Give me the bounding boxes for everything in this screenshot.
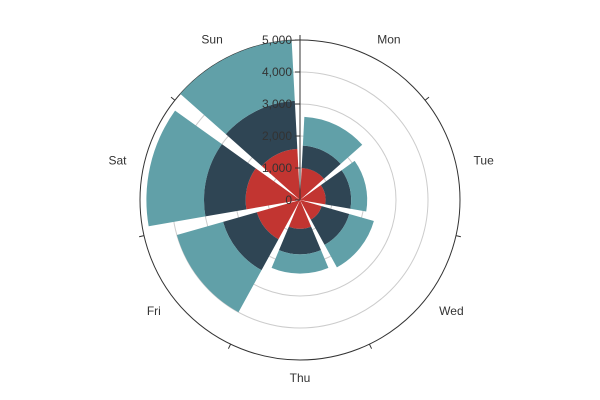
bar-series1-tue (320, 170, 352, 209)
bar-series2-sun (180, 40, 295, 135)
bar-series0-sat (245, 168, 300, 210)
angle-tick-5 (139, 235, 145, 238)
axes (139, 35, 461, 349)
bar-series0-sun (261, 148, 300, 200)
angle-tick-1 (424, 96, 430, 101)
angle-tick-3 (368, 343, 373, 349)
radius-tick-label-4000: 4,000 (262, 65, 292, 79)
radius-tick-label-1000: 1,000 (262, 161, 292, 175)
day-label-wed: Wed (439, 304, 463, 318)
bar-series2-wed (324, 213, 374, 268)
bar-series1-wed (310, 206, 350, 245)
day-label-sun: Sun (201, 33, 222, 47)
radius-tick-label-2000: 2,000 (262, 129, 292, 143)
bar-series2-mon (302, 116, 363, 164)
radius-tick-label-3000: 3,000 (262, 97, 292, 111)
bar-series0-thu (288, 200, 312, 229)
bar-series2-fri (176, 221, 262, 313)
bar-series1-sat (204, 144, 256, 217)
bar-series1-sun (225, 100, 298, 167)
bar-series1-thu (278, 226, 322, 255)
bar-series1-fri (223, 212, 279, 271)
day-label-mon: Mon (377, 33, 400, 47)
bars (146, 40, 374, 313)
day-label-tue: Tue (474, 153, 495, 167)
bar-series1-mon (301, 145, 341, 179)
bar-series2-tue (341, 160, 368, 212)
radius-tick-label-0: 0 (285, 193, 292, 207)
bar-series0-wed (300, 200, 322, 220)
bar-series0-fri (256, 200, 300, 240)
day-label-sat: Sat (108, 153, 127, 167)
radius-tick-label-5000: 5,000 (262, 33, 292, 47)
bar-series2-thu (271, 250, 329, 274)
labels: 0 1,000 2,000 3,000 4,000 5,000 Mon Tue Wed Thu Fr… (108, 33, 494, 385)
angle-tick-6 (170, 96, 176, 101)
angle-tick-4 (227, 343, 232, 349)
day-label-fri: Fri (147, 304, 161, 318)
bar-series0-tue (300, 185, 326, 205)
day-label-thu: Thu (290, 371, 311, 385)
angle-tick-2 (455, 235, 461, 238)
bar-series0-mon (300, 168, 324, 200)
bar-series2-sat (146, 110, 222, 227)
